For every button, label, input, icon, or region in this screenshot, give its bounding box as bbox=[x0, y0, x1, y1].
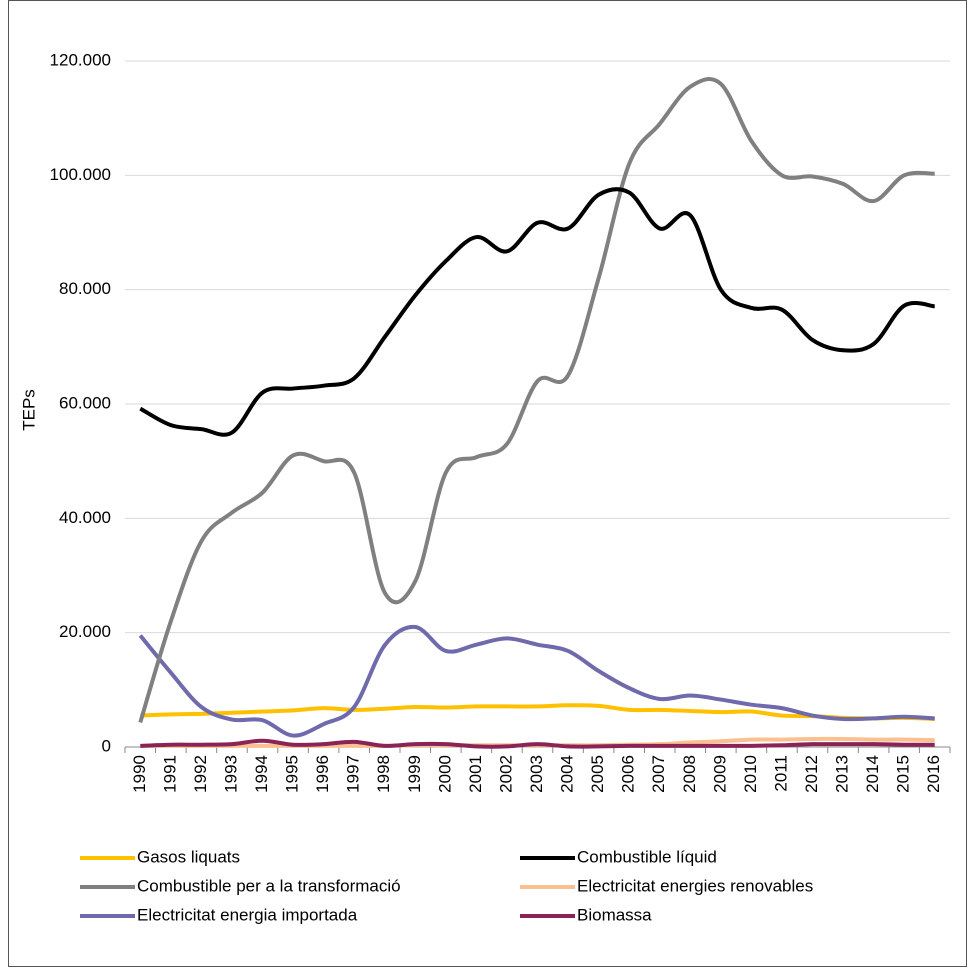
y-tick-label: 20.000 bbox=[59, 622, 111, 641]
x-tick-label: 2006 bbox=[619, 755, 638, 793]
series-line bbox=[138, 77, 935, 723]
y-tick-label: 100.000 bbox=[50, 165, 111, 184]
x-tick-label: 1996 bbox=[313, 755, 332, 793]
legend-label: Biomassa bbox=[577, 905, 652, 924]
x-tick-label: 1999 bbox=[405, 755, 424, 793]
y-tick-label: 60.000 bbox=[59, 393, 111, 412]
x-tick-label: 2011 bbox=[771, 755, 790, 792]
chart-border bbox=[8, 0, 967, 967]
x-tick-label: 1994 bbox=[252, 755, 271, 793]
x-tick-label: 2002 bbox=[496, 755, 515, 793]
legend-label: Electricitat energia importada bbox=[137, 905, 358, 924]
series-line bbox=[140, 703, 935, 721]
x-tick-label: 2001 bbox=[466, 755, 485, 793]
y-tick-label: 40.000 bbox=[59, 508, 111, 527]
x-tick-label: 1990 bbox=[130, 755, 149, 793]
legend-label: Combustible líquid bbox=[577, 847, 717, 866]
x-tick-label: 2010 bbox=[741, 755, 760, 793]
y-tick-label: 0 bbox=[102, 736, 111, 755]
x-tick-label: 1998 bbox=[374, 755, 393, 793]
x-tick-label: 1991 bbox=[160, 755, 179, 793]
series-line bbox=[138, 624, 935, 738]
y-tick-label: 120.000 bbox=[50, 50, 111, 69]
x-tick-label: 1993 bbox=[221, 755, 240, 793]
x-tick-label: 1997 bbox=[344, 755, 363, 793]
x-tick-label: 2008 bbox=[680, 755, 699, 793]
x-tick-label: 2016 bbox=[924, 755, 943, 793]
x-tick-label: 2003 bbox=[527, 755, 546, 793]
series-line bbox=[140, 738, 935, 749]
y-axis-label: TEPs bbox=[19, 389, 38, 431]
x-tick-label: 2005 bbox=[588, 755, 607, 793]
x-tick-label: 2015 bbox=[894, 755, 913, 793]
x-tick-label: 2007 bbox=[649, 755, 668, 793]
x-tick-label: 2009 bbox=[710, 755, 729, 793]
x-tick-label: 2000 bbox=[435, 755, 454, 793]
x-tick-label: 2004 bbox=[558, 755, 577, 793]
legend-label: Electricitat energies renovables bbox=[577, 876, 813, 895]
x-tick-label: 2014 bbox=[863, 755, 882, 793]
legend-label: Gasos liquats bbox=[137, 847, 240, 866]
x-tick-label: 2013 bbox=[833, 755, 852, 793]
series-line bbox=[139, 187, 935, 437]
legend-label: Combustible per a la transformació bbox=[137, 876, 401, 895]
x-tick-label: 1992 bbox=[191, 755, 210, 793]
x-tick-label: 1995 bbox=[283, 755, 302, 793]
x-tick-label: 2012 bbox=[802, 755, 821, 793]
y-tick-label: 80.000 bbox=[59, 279, 111, 298]
